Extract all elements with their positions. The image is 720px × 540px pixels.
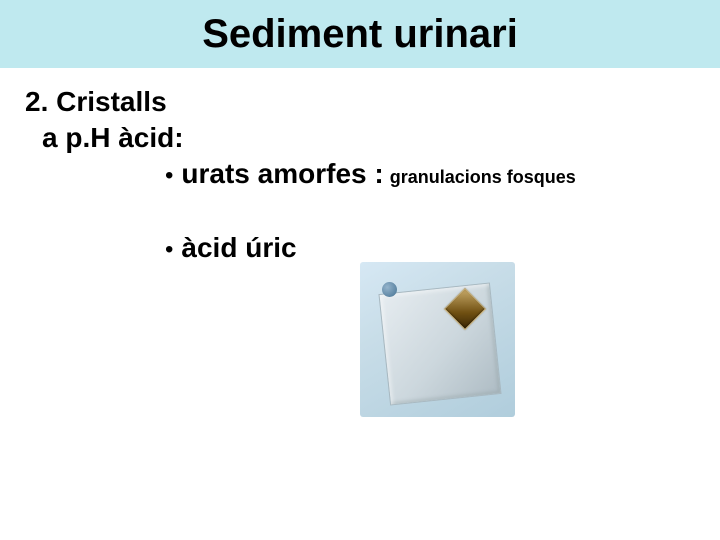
microscopy-image [360,262,515,417]
crystal-shape [378,282,501,405]
section-number: 2. [25,86,48,117]
slide-title: Sediment urinari [202,12,518,57]
slide-content: 2. Cristalls a p.H àcid: • urats amorfes… [0,68,720,264]
section-subtitle: a p.H àcid: [42,122,720,154]
section-heading: 2. Cristalls [25,86,720,118]
bullet-item: • àcid úric [165,232,720,264]
section-title: Cristalls [48,86,166,117]
particle-dot [382,282,397,297]
bullet-text: urats amorfes : [181,158,383,190]
bullet-icon: • [165,164,173,188]
bullet-icon: • [165,238,173,262]
bullet-item: • urats amorfes : granulacions fosques [165,158,720,190]
bullet-detail: granulacions fosques [390,167,576,188]
slide-header: Sediment urinari [0,0,720,68]
bullet-text: àcid úric [181,232,296,264]
